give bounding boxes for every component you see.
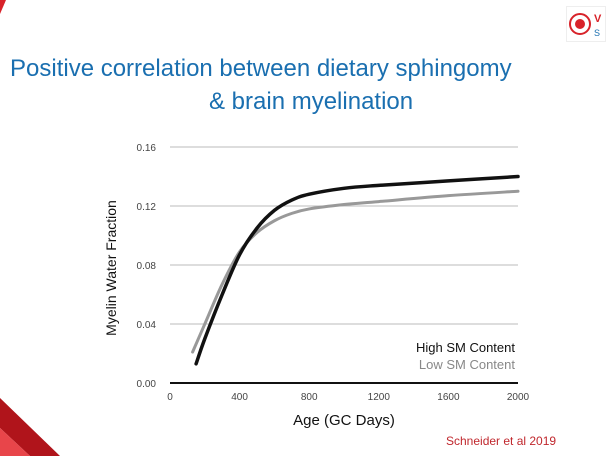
x-tick-label: 800 — [301, 392, 318, 403]
series-line-high-sm — [194, 174, 520, 366]
x-tick-label: 1200 — [368, 392, 391, 403]
slide-title: Positive correlation between dietary sph… — [0, 52, 600, 122]
legend-low-sm: Low SM Content — [419, 357, 515, 372]
x-tick-label: 2000 — [507, 392, 530, 403]
x-axis-label: Age (GC Days) — [293, 412, 395, 429]
title-line-2: & brain myelination — [209, 88, 414, 115]
x-tick-label: 1600 — [437, 392, 460, 403]
x-tick-label: 400 — [231, 392, 248, 403]
legend-high-sm: High SM Content — [416, 340, 515, 355]
y-tick-label: 0.00 — [137, 379, 157, 390]
red-swoosh-bottom-light — [0, 428, 30, 456]
y-axis-label: Myelin Water Fraction — [103, 200, 119, 336]
citation: Schneider et al 2019 — [446, 434, 557, 448]
y-tick-label: 0.16 — [137, 143, 157, 154]
series-line-low-sm — [191, 189, 520, 354]
y-tick-label: 0.04 — [137, 320, 157, 331]
svg-text:V: V — [594, 13, 602, 25]
y-tick-label: 0.12 — [137, 202, 157, 213]
title-line-1: Positive correlation between dietary sph… — [10, 55, 512, 82]
svg-text:S: S — [594, 28, 600, 38]
x-tick-label: 0 — [167, 392, 173, 403]
red-swoosh-bottom — [0, 398, 60, 456]
red-swoosh-top — [0, 0, 6, 14]
y-tick-label: 0.08 — [137, 261, 157, 272]
